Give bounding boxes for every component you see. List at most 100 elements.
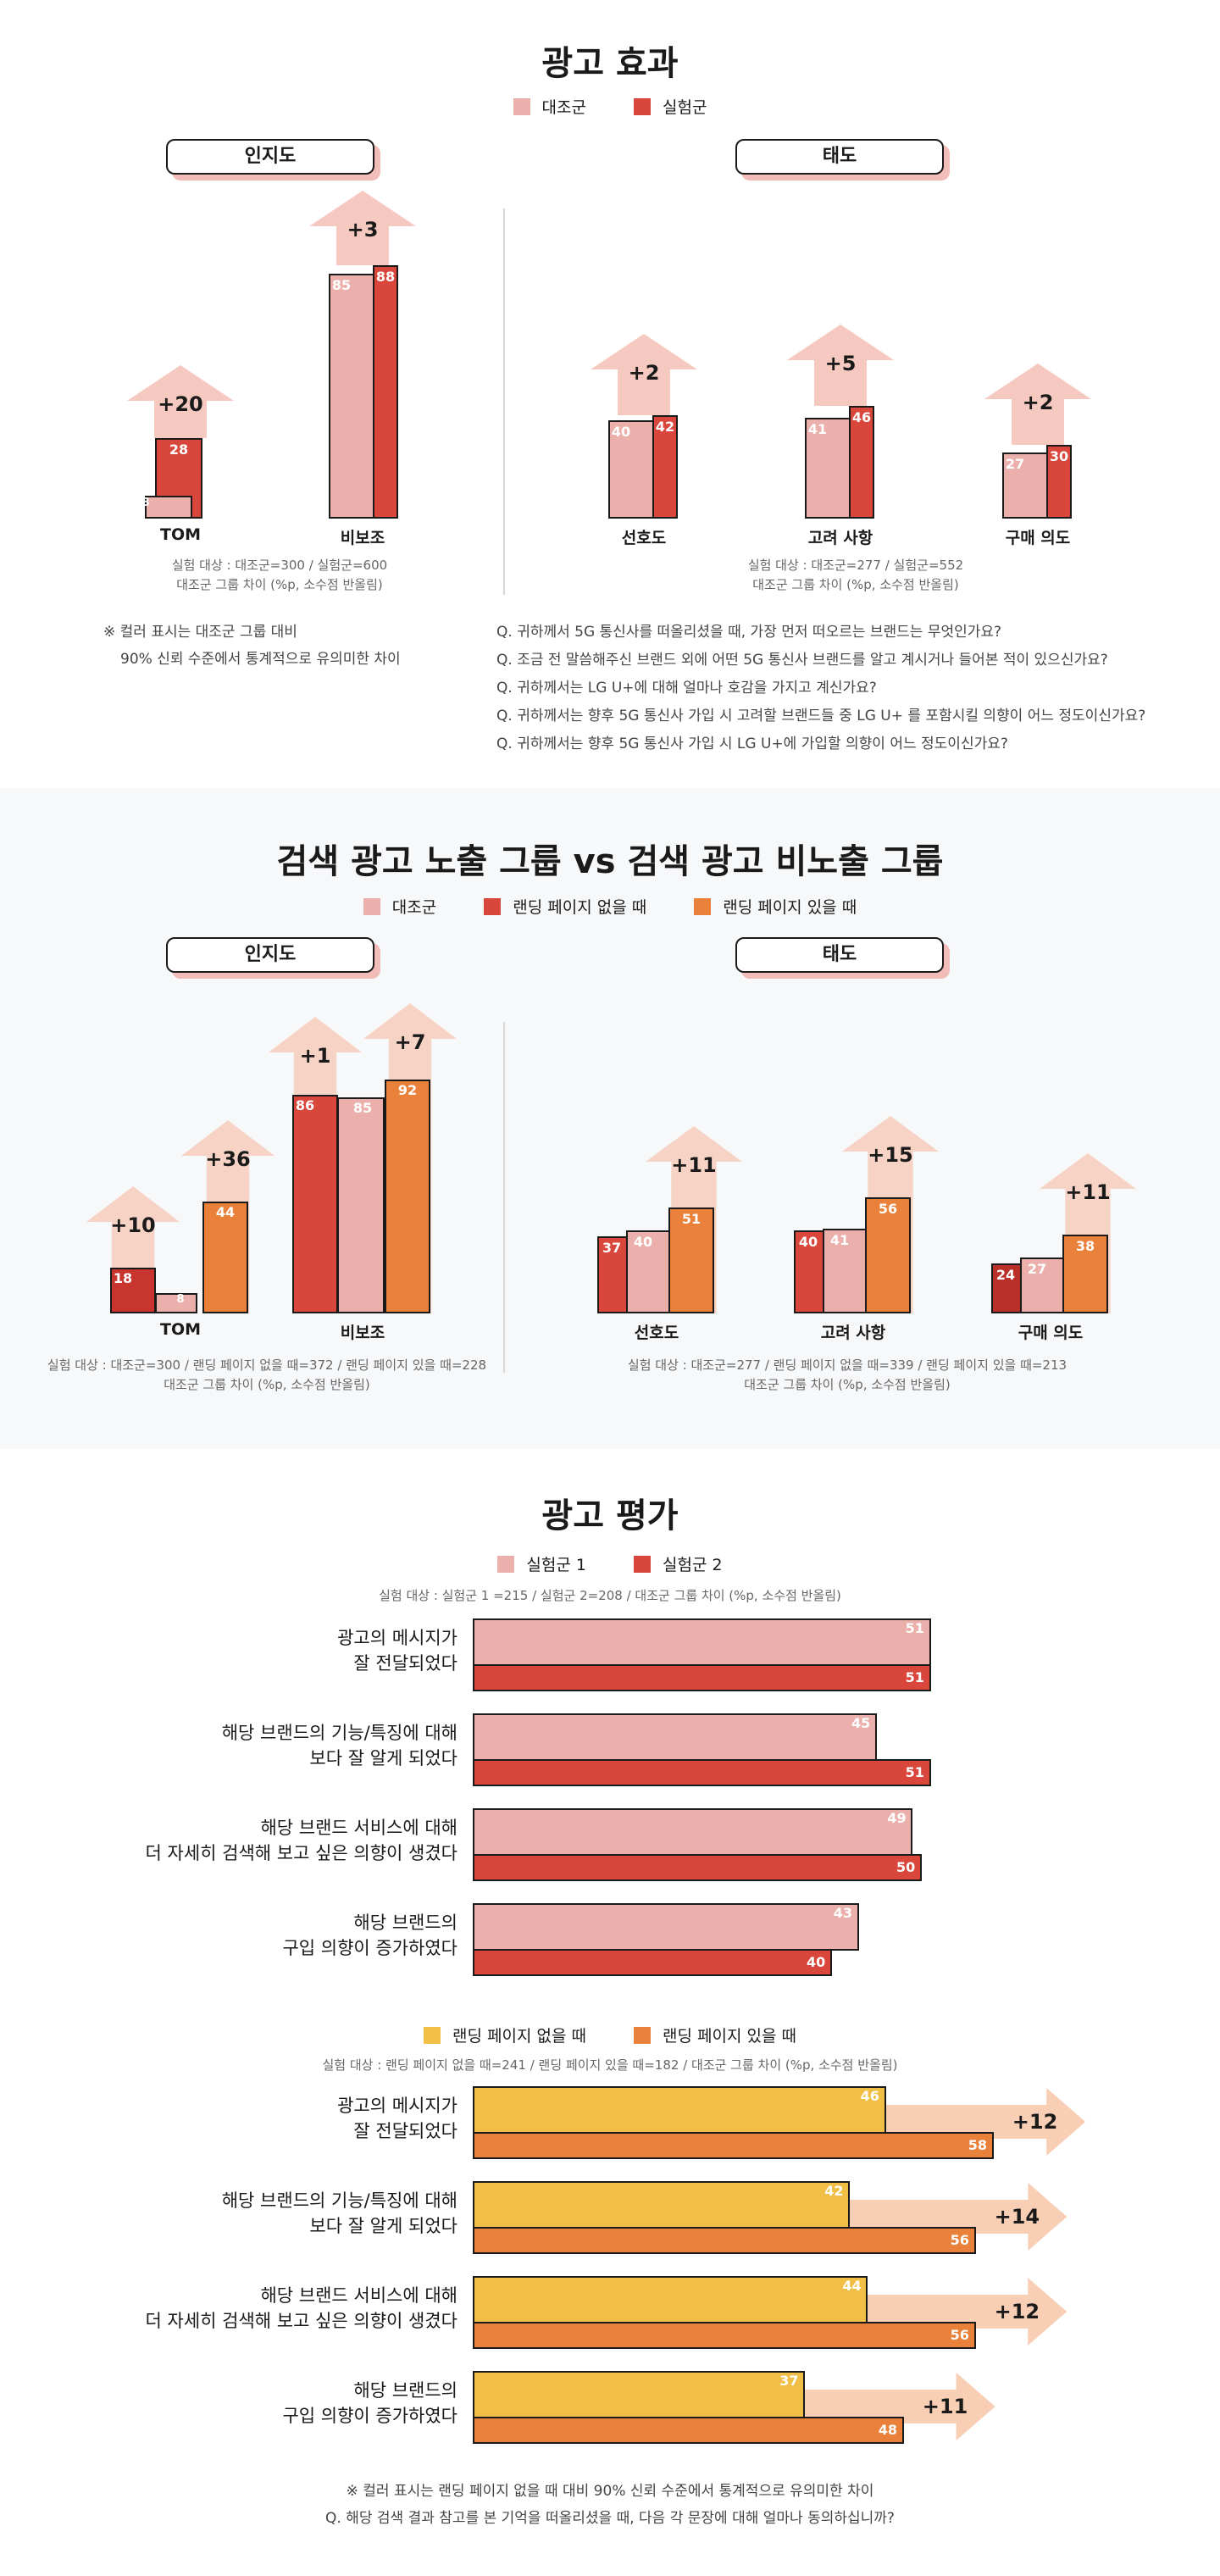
bar-value: 51 (905, 1764, 924, 1780)
up-arrow (309, 190, 416, 265)
bar-value: 43 (833, 1905, 853, 1921)
diff-label: +12 (994, 2300, 1040, 2323)
bar-value: 85 (331, 277, 352, 293)
up-arrow (787, 324, 894, 406)
hbar-series-2 (473, 2227, 976, 2254)
category-label: 선호도 (621, 529, 667, 547)
sample-note-right: 실험 대상 : 대조군=277 / 실험군=552 대조군 그룹 차이 (%p,… (674, 556, 1038, 595)
search-ad-section: 검색 광고 노출 그룹 vs 검색 광고 비노출 그룹 대조군 랜딩 페이지 없을… (0, 788, 1220, 1449)
up-arrow-shape (1040, 1152, 1136, 1313)
footnote: ※ 컬러 표시는 랜딩 페이지 없을 때 대비 90% 신뢰 수준에서 통계적으… (0, 2478, 1220, 2532)
bar-value: 49 (887, 1810, 907, 1826)
ad-effect-section: 광고 효과 대조군 실험군 인지도 태도 실험 대상 : 대조군=300 / 실험… (0, 0, 1220, 788)
up-arrow-shape (591, 334, 697, 416)
hbar-series-2 (473, 2417, 904, 2444)
hbar-series-1 (473, 2276, 868, 2323)
legend-label: 실험군 1 (526, 1556, 586, 1574)
bar-value: 41 (807, 421, 828, 438)
bar-value: 46 (860, 2088, 879, 2104)
bar-control (823, 1228, 867, 1313)
pill-awareness: 인지도 (166, 937, 374, 973)
bar-value: 8 (141, 496, 150, 509)
bar-test (652, 415, 678, 519)
row-label-line: 구입 의향이 증가하였다 (282, 1938, 458, 1958)
diff-label: +14 (994, 2205, 1040, 2229)
hbar-series-1 (473, 1808, 913, 1856)
hbar-series-2 (473, 1854, 922, 1881)
hbar-series-1 (473, 1618, 931, 1666)
bar-no-landing (991, 1263, 1022, 1313)
row-label: 광고의 메시지가 잘 전달되었다 (119, 1625, 458, 1676)
bar-control (337, 1097, 385, 1313)
legend-label: 랜딩 페이지 없을 때 (452, 2027, 586, 2046)
bar-control (155, 1293, 197, 1313)
bar-no-landing (794, 1230, 824, 1313)
sample-note-2: 실험 대상 : 랜딩 페이지 없을 때=241 / 랜딩 페이지 있을 때=18… (322, 2057, 898, 2073)
category-label: TOM (159, 525, 202, 544)
row-label: 해당 브랜드의 구입 의향이 증가하였다 (119, 2378, 458, 2429)
bar-value: 42 (655, 419, 675, 436)
bar-value: 46 (851, 408, 872, 425)
legend-swatch (484, 897, 502, 915)
section-title: 광고 효과 (541, 44, 679, 83)
legend-label: 실험군 (663, 98, 707, 117)
row-label: 해당 브랜드의 기능/특징에 대해 보다 잘 알게 되었다 (119, 2188, 458, 2239)
diff-label: +2 (1022, 391, 1054, 414)
category-label: 선호도 (634, 1324, 679, 1342)
hbar-series-1 (473, 2181, 851, 2229)
bar-value: 8 (176, 1293, 185, 1306)
legend-item: 랜딩 페이지 없을 때 (424, 2024, 586, 2046)
bar-value: 27 (1027, 1260, 1047, 1277)
bar-with-landing (1062, 1234, 1108, 1313)
row-label-line: 해당 브랜드 서비스에 대해 (260, 2285, 458, 2306)
bar-value: 41 (829, 1231, 850, 1248)
diff-label: +3 (347, 217, 379, 242)
note-line: 실험 대상 : 대조군=277 / 실험군=552 (747, 558, 964, 573)
bar-value: 56 (950, 2327, 969, 2343)
note-line: 대조군 그룹 차이 (%p, 소수점 반올림) (752, 577, 959, 592)
diff-label: +11 (1065, 1180, 1111, 1204)
bar-value: 40 (798, 1234, 818, 1250)
pill-awareness: 인지도 (166, 139, 374, 175)
legend: 실험군 1 실험군 2 (0, 1552, 1220, 1575)
up-arrow-shape (86, 1186, 180, 1313)
hbar-series-1 (473, 1713, 877, 1761)
row-label-line: 광고의 메시지가 (337, 2096, 458, 2116)
note-line: 실험 대상 : 대조군=277 / 랜딩 페이지 없을 때=339 / 랜딩 페… (627, 1357, 1068, 1373)
bar-value: 86 (295, 1097, 315, 1113)
ad-evaluation-section: 광고 평가 실험군 1 실험군 2 실험 대상 : 실험군 1 =215 / 실험… (0, 1449, 1220, 2576)
question: Q. 귀하께서는 향후 5G 통신사 가입 시 고려할 브랜드들 중 LG U+… (496, 708, 1146, 724)
legend-label: 랜딩 페이지 없을 때 (513, 898, 647, 917)
bar-value: 40 (807, 1954, 826, 1970)
bar-with-landing (385, 1080, 430, 1313)
question: Q. 조금 전 말씀해주신 브랜드 외에 어떤 5G 통신사 브랜드를 알고 계… (496, 652, 1108, 669)
sample-note-left: 실험 대상 : 대조군=300 / 실험군=600 대조군 그룹 차이 (%p,… (102, 556, 458, 595)
footnote-line: ※ 컬러 표시는 랜딩 페이지 없을 때 대비 90% 신뢰 수준에서 통계적으… (346, 2483, 874, 2500)
legend-item: 실험군 1 (497, 1552, 586, 1575)
legend: 대조군 랜딩 페이지 없을 때 랜딩 페이지 있을 때 (0, 895, 1220, 918)
bar-test (849, 405, 874, 519)
bar-no-landing (110, 1268, 156, 1313)
category-label: 고려 사항 (820, 1324, 886, 1342)
bar-value: 24 (995, 1267, 1016, 1284)
legend-item: 실험군 2 (634, 1552, 723, 1575)
up-arrow-shape (984, 364, 1091, 445)
question: Q. 귀하께서 5G 통신사를 떠올리셨을 때, 가장 먼저 떠오르는 브랜드는… (496, 624, 1002, 641)
sample-note-right: 실험 대상 : 대조군=277 / 랜딩 페이지 없을 때=339 / 랜딩 페… (610, 1356, 1084, 1395)
bar-value: 48 (878, 2422, 898, 2438)
bar-test (1046, 445, 1072, 519)
footnote-line: 90% 신뢰 수준에서 통계적으로 유의미한 차이 (120, 651, 401, 668)
row-label-line: 더 자세히 검색해 보고 싶은 의향이 생겼다 (145, 2311, 458, 2331)
bar-value: 40 (611, 424, 631, 440)
up-arrow-shape (127, 364, 234, 438)
bar-no-landing (597, 1236, 628, 1313)
legend-item: 랜딩 페이지 없을 때 (484, 895, 646, 918)
row-label-line: 광고의 메시지가 (337, 1628, 458, 1648)
question: Q. 귀하께서는 LG U+에 대해 얼마나 호감을 가지고 계신가요? (496, 680, 877, 697)
bar-value: 37 (602, 1240, 622, 1257)
bar-with-landing (865, 1196, 911, 1313)
hbar-series-1 (473, 2371, 806, 2418)
bar-value: 44 (215, 1204, 236, 1220)
divider (503, 208, 505, 595)
bar-value: 56 (950, 2232, 969, 2248)
